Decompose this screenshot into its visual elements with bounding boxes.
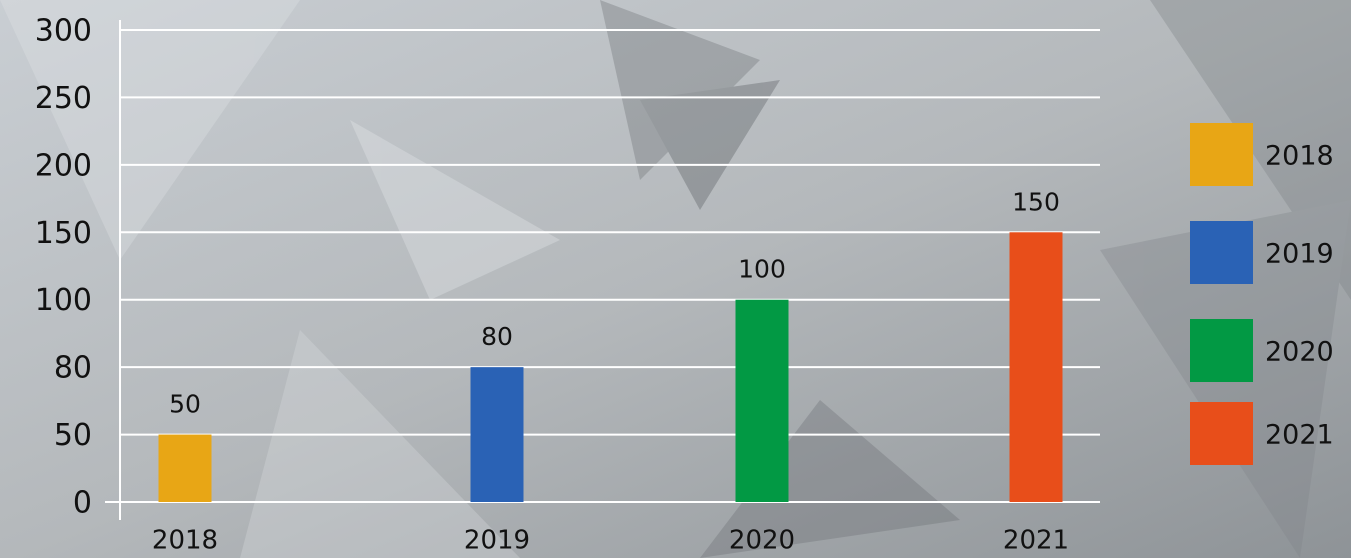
- y-tick-label: 100: [35, 283, 92, 318]
- legend-swatch: [1190, 319, 1253, 382]
- legend-swatch: [1190, 123, 1253, 186]
- legend-label: 2018: [1265, 141, 1334, 172]
- y-tick-label: 250: [35, 81, 92, 116]
- value-label: 80: [481, 322, 513, 351]
- y-tick-label: 300: [35, 14, 92, 49]
- legend-label: 2020: [1265, 337, 1334, 368]
- bar: [159, 435, 212, 502]
- x-tick-label: 2018: [152, 526, 218, 556]
- y-tick-label: 200: [35, 148, 92, 183]
- bar: [1010, 232, 1063, 502]
- legend-swatch: [1190, 221, 1253, 284]
- y-tick-label: 0: [73, 486, 92, 521]
- value-label: 150: [1012, 187, 1060, 216]
- x-tick-label: 2020: [729, 526, 795, 556]
- legend-label: 2021: [1265, 420, 1334, 451]
- y-tick-label: 50: [54, 418, 92, 453]
- bar: [736, 300, 789, 502]
- legend-label: 2019: [1265, 239, 1334, 270]
- value-label: 100: [738, 255, 786, 284]
- y-tick-label: 150: [35, 216, 92, 251]
- chart: 0 50 80 100 150 200 250 300 2018 50 2019 80 2020 100 2…: [0, 0, 1351, 558]
- x-tick-label: 2019: [464, 526, 530, 556]
- y-tick-label: 80: [54, 351, 92, 386]
- x-tick-label: 2021: [1003, 526, 1069, 556]
- value-label: 50: [169, 390, 201, 419]
- bar: [471, 367, 524, 502]
- page: {"chart_data": {"type": "bar", "categori…: [0, 0, 1351, 558]
- legend-swatch: [1190, 402, 1253, 465]
